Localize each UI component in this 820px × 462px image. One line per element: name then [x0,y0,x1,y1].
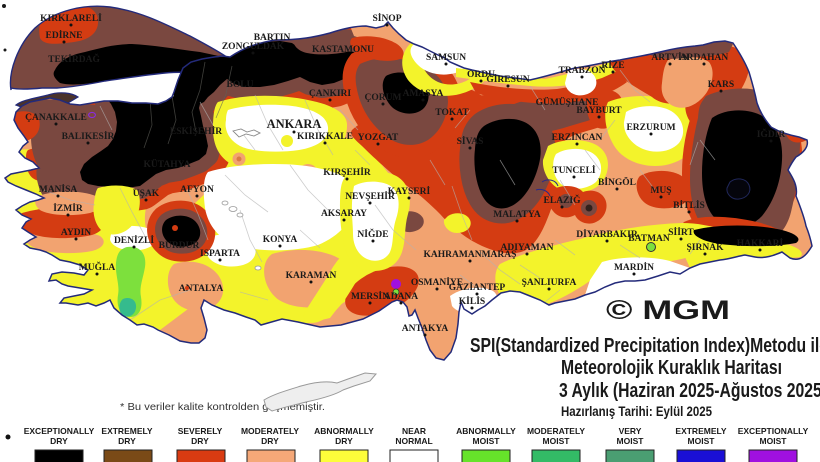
svg-text:NEAR: NEAR [402,426,426,436]
svg-text:ZONGULDAK: ZONGULDAK [222,42,285,52]
svg-text:YOZGAT: YOZGAT [358,133,399,143]
svg-text:ARTVİN: ARTVİN [651,51,688,63]
svg-text:BALIKESİR: BALIKESİR [62,130,115,142]
svg-text:ELAZIĞ: ELAZIĞ [544,193,582,206]
svg-text:KASTAMONU: KASTAMONU [312,45,374,55]
svg-text:MOIST: MOIST [688,436,716,446]
svg-text:ISPARTA: ISPARTA [200,249,240,259]
svg-text:BURDUR: BURDUR [159,241,200,251]
svg-text:AFYON: AFYON [180,185,214,195]
svg-text:ADANA: ADANA [384,292,418,302]
svg-text:MERSİN: MERSİN [351,290,389,302]
svg-text:KIRŞEHİR: KIRŞEHİR [323,166,371,178]
svg-text:KARAMAN: KARAMAN [286,271,337,281]
svg-text:MALATYA: MALATYA [493,210,541,220]
svg-text:ABNORMALLY: ABNORMALLY [314,426,374,436]
svg-text:OSMANİYE: OSMANİYE [411,276,463,288]
svg-text:DRY: DRY [335,436,353,446]
svg-text:MOIST: MOIST [617,436,645,446]
svg-text:ERZİNCAN: ERZİNCAN [552,131,603,143]
svg-text:ARDAHAN: ARDAHAN [680,53,729,63]
svg-text:MOIST: MOIST [543,436,571,446]
svg-text:NORMAL: NORMAL [395,436,432,446]
svg-text:© MGM: © MGM [606,295,730,325]
svg-text:ŞANLIURFA: ŞANLIURFA [522,278,577,288]
svg-text:RİZE: RİZE [601,59,624,71]
svg-text:DRY: DRY [50,436,68,446]
svg-text:IĞDIR: IĞDIR [757,127,786,140]
svg-text:VERY: VERY [619,426,642,436]
svg-text:ŞIRNAK: ŞIRNAK [687,243,725,253]
svg-text:SAMSUN: SAMSUN [426,53,466,63]
svg-text:ANTAKYA: ANTAKYA [402,324,449,334]
svg-text:TRABZON: TRABZON [559,66,606,76]
svg-text:DİYARBAKIR: DİYARBAKIR [576,228,638,240]
svg-text:TUNCELİ: TUNCELİ [552,164,596,176]
svg-text:MODERATELY: MODERATELY [241,426,299,436]
svg-text:EXCEPTIONALLY: EXCEPTIONALLY [738,426,809,436]
svg-text:GİRESUN: GİRESUN [486,73,529,85]
svg-text:MUŞ: MUŞ [650,186,671,196]
svg-text:TEKİRDAĞ: TEKİRDAĞ [48,52,100,65]
svg-text:KIRKLARELİ: KIRKLARELİ [40,12,102,24]
svg-text:AMASYA: AMASYA [403,89,444,99]
svg-text:DRY: DRY [261,436,279,446]
svg-text:ERZURUM: ERZURUM [626,123,675,133]
svg-text:BOLU: BOLU [227,80,254,90]
svg-text:SPI(Standardized Precipitation: SPI(Standardized Precipitation Index)Met… [470,335,820,357]
svg-text:ÇORUM: ÇORUM [365,93,402,103]
svg-text:MARDİN: MARDİN [614,261,654,273]
svg-text:MOIST: MOIST [473,436,501,446]
svg-text:Hazırlanış Tarihi: Eylül 2025: Hazırlanış Tarihi: Eylül 2025 [561,404,712,419]
svg-text:MOIST: MOIST [760,436,788,446]
svg-text:DENİZLİ: DENİZLİ [114,234,154,246]
svg-text:KAYSERİ: KAYSERİ [388,185,431,197]
svg-text:BİTLİS: BİTLİS [673,199,705,211]
svg-text:BİNGÖL: BİNGÖL [598,175,636,188]
svg-text:İZMİR: İZMİR [53,202,83,214]
svg-text:SEVERELY: SEVERELY [178,426,223,436]
svg-text:ANKARA: ANKARA [267,117,322,131]
svg-text:MODERATELY: MODERATELY [527,426,585,436]
svg-text:EXCEPTIONALLY: EXCEPTIONALLY [24,426,95,436]
svg-text:MANİSA: MANİSA [39,183,78,195]
svg-text:KİLİS: KİLİS [459,295,485,307]
svg-text:Meteorolojik Kuraklık Haritası: Meteorolojik Kuraklık Haritası [561,357,782,379]
svg-text:SİİRT: SİİRT [668,226,694,238]
svg-text:EXTREMELY: EXTREMELY [675,426,727,436]
svg-text:ORDU: ORDU [467,70,495,80]
svg-text:HAKKARİ: HAKKARİ [737,237,784,249]
svg-text:BAYBURT: BAYBURT [576,106,622,116]
svg-text:MUĞLA: MUĞLA [79,260,116,273]
svg-text:ÇANAKKALE: ÇANAKKALE [25,113,87,123]
svg-text:ESKİŞEHİR: ESKİŞEHİR [170,125,222,137]
svg-text:GAZİANTEP: GAZİANTEP [449,281,506,293]
svg-text:KIRIKKALE: KIRIKKALE [297,132,353,142]
svg-text:KARS: KARS [708,80,734,90]
svg-text:GÜMÜŞHANE: GÜMÜŞHANE [536,95,599,108]
svg-text:ADIYAMAN: ADIYAMAN [501,243,554,253]
svg-text:ÇANKIRI: ÇANKIRI [309,89,352,99]
svg-text:KAHRAMANMARAŞ: KAHRAMANMARAŞ [424,250,517,260]
svg-text:ABNORMALLY: ABNORMALLY [456,426,516,436]
svg-text:TOKAT: TOKAT [435,108,469,118]
svg-text:KONYA: KONYA [263,235,298,245]
svg-text:SİNOP: SİNOP [372,12,401,24]
svg-text:BATMAN: BATMAN [628,234,670,244]
svg-text:DRY: DRY [191,436,209,446]
svg-text:UŞAK: UŞAK [133,189,160,199]
svg-text:KÜTAHYA: KÜTAHYA [144,157,191,170]
svg-text:NEVŞEHİR: NEVŞEHİR [345,190,395,202]
svg-text:EDİRNE: EDİRNE [46,29,83,41]
svg-text:DRY: DRY [118,436,136,446]
svg-text:EXTREMELY: EXTREMELY [101,426,153,436]
svg-text:BARTIN: BARTIN [254,33,291,43]
svg-text:3 Aylık (Haziran 2025-Ağustos: 3 Aylık (Haziran 2025-Ağustos 2025) [559,380,820,402]
svg-text:ANTALYA: ANTALYA [179,284,224,294]
svg-text:SİVAS: SİVAS [457,135,484,147]
svg-text:AKSARAY: AKSARAY [321,209,367,219]
svg-text:NİĞDE: NİĞDE [357,227,388,240]
svg-text:AYDIN: AYDIN [61,228,91,238]
